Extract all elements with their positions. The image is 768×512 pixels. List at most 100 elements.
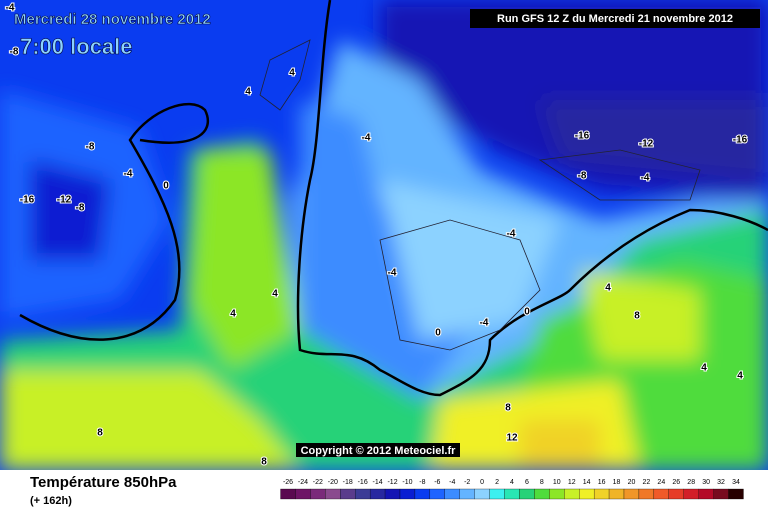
legend-label: 4	[510, 479, 514, 486]
contour-label: 4	[701, 363, 707, 374]
run-info: Run GFS 12 Z du Mercredi 21 novembre 201…	[497, 13, 733, 25]
date: Mercredi 28 novembre 2012	[14, 11, 211, 28]
contour-label: -8	[76, 203, 85, 214]
contour-label: -4	[6, 3, 15, 14]
contour-label: 4	[605, 283, 611, 294]
legend-swatch	[310, 488, 326, 500]
legend-swatch	[608, 488, 625, 500]
legend-swatch	[653, 488, 669, 500]
legend-label: -20	[328, 479, 338, 486]
contour-label: -4	[124, 169, 133, 180]
contour-label: -4	[641, 173, 650, 184]
legend-swatch	[474, 488, 490, 500]
contour-label: 4	[289, 68, 295, 79]
legend-swatch	[340, 488, 356, 500]
legend-swatch	[489, 488, 505, 500]
legend-label: -4	[449, 479, 455, 486]
legend-label: -16	[358, 479, 368, 486]
copyright: Copyright © 2012 Meteociel.fr	[301, 445, 457, 457]
legend-label: 20	[628, 479, 636, 486]
legend-swatch	[519, 488, 535, 500]
legend-label: -12	[387, 479, 397, 486]
legend-swatch	[564, 488, 580, 500]
legend-label: 32	[717, 479, 725, 486]
legend-label: 30	[702, 479, 710, 486]
contour-label: -12	[57, 195, 72, 206]
legend-swatch	[728, 488, 744, 500]
legend-label: 10	[553, 479, 561, 486]
legend-swatch	[504, 488, 520, 500]
legend-label: 12	[568, 479, 576, 486]
legend-label: -18	[343, 479, 353, 486]
contour-label: 4	[272, 289, 278, 300]
contour-label: 4	[737, 371, 743, 382]
contour-label: 0	[435, 328, 441, 339]
legend-label: 26	[672, 479, 680, 486]
contour-label: -16	[733, 135, 748, 146]
contour-label: 0	[163, 181, 169, 192]
map-field	[0, 0, 768, 470]
footer-title: Température 850hPa	[30, 474, 177, 491]
legend-label: 22	[643, 479, 651, 486]
legend-label: 18	[613, 479, 621, 486]
contour-label: 8	[261, 457, 267, 468]
contour-label: -8	[86, 142, 95, 153]
legend-label: 14	[583, 479, 591, 486]
contour-label: -16	[20, 195, 35, 206]
legend-label: 24	[657, 479, 665, 486]
legend-label: -26	[283, 479, 293, 486]
legend-swatch	[698, 488, 714, 500]
contour-label: -4	[362, 133, 371, 144]
legend-label: -6	[434, 479, 440, 486]
legend-swatch	[668, 488, 684, 500]
legend-swatch	[623, 488, 640, 500]
legend-swatch	[534, 488, 550, 500]
legend-label: -2	[464, 479, 470, 486]
legend-swatch	[325, 488, 341, 500]
contour-label: -4	[507, 229, 516, 240]
contour-label: 8	[505, 403, 511, 414]
legend-swatch	[399, 488, 416, 500]
legend-label: 6	[525, 479, 529, 486]
contour-label: 4	[245, 87, 251, 98]
legend-swatch	[593, 488, 610, 500]
footer-lead: (+ 162h)	[30, 495, 72, 507]
legend-swatch	[683, 488, 699, 500]
legend-label: 8	[540, 479, 544, 486]
contour-labels: -4 -8 4 4 -8 -4 0 -16 -12 -8 -4 -16 -12 -16 -8 -4 -4 -4 4 4…	[5, 2, 749, 469]
contour-label: 8	[634, 311, 640, 322]
legend-swatch	[713, 488, 729, 500]
legend-label: 16	[598, 479, 606, 486]
time: 7:00 locale	[20, 34, 133, 59]
contour-label: -4	[388, 268, 397, 279]
legend: -26 -24 -22 -20 -18 -16 -14 -12 -10 -8 -6 -4 -2 0 2 4 6 8…	[280, 479, 744, 500]
contour-label: 0	[524, 307, 530, 318]
legend-label: 0	[480, 479, 484, 486]
legend-label: -22	[313, 479, 323, 486]
contour-label: 4	[230, 309, 236, 320]
legend-swatch	[295, 488, 311, 500]
legend-label: 34	[732, 479, 740, 486]
legend-label: -10	[402, 479, 412, 486]
contour-label: -16	[575, 131, 590, 142]
legend-swatch	[355, 488, 371, 500]
contour-label: -8	[578, 171, 587, 182]
contour-label: 8	[97, 428, 103, 439]
legend-label: -24	[298, 479, 308, 486]
legend-swatch	[384, 488, 401, 500]
contour-label: 12	[506, 433, 518, 444]
legend-swatch	[369, 488, 386, 500]
legend-swatch	[429, 488, 445, 500]
legend-swatch	[444, 488, 460, 500]
contour-label: -12	[639, 139, 654, 150]
contour-label: -8	[10, 47, 19, 58]
legend-swatch	[414, 488, 431, 500]
legend-swatch	[459, 488, 475, 500]
legend-label: -14	[373, 479, 383, 486]
legend-label: 2	[495, 479, 499, 486]
legend-swatch	[280, 488, 296, 500]
legend-swatch	[549, 488, 565, 500]
contour-label: -4	[480, 318, 489, 329]
